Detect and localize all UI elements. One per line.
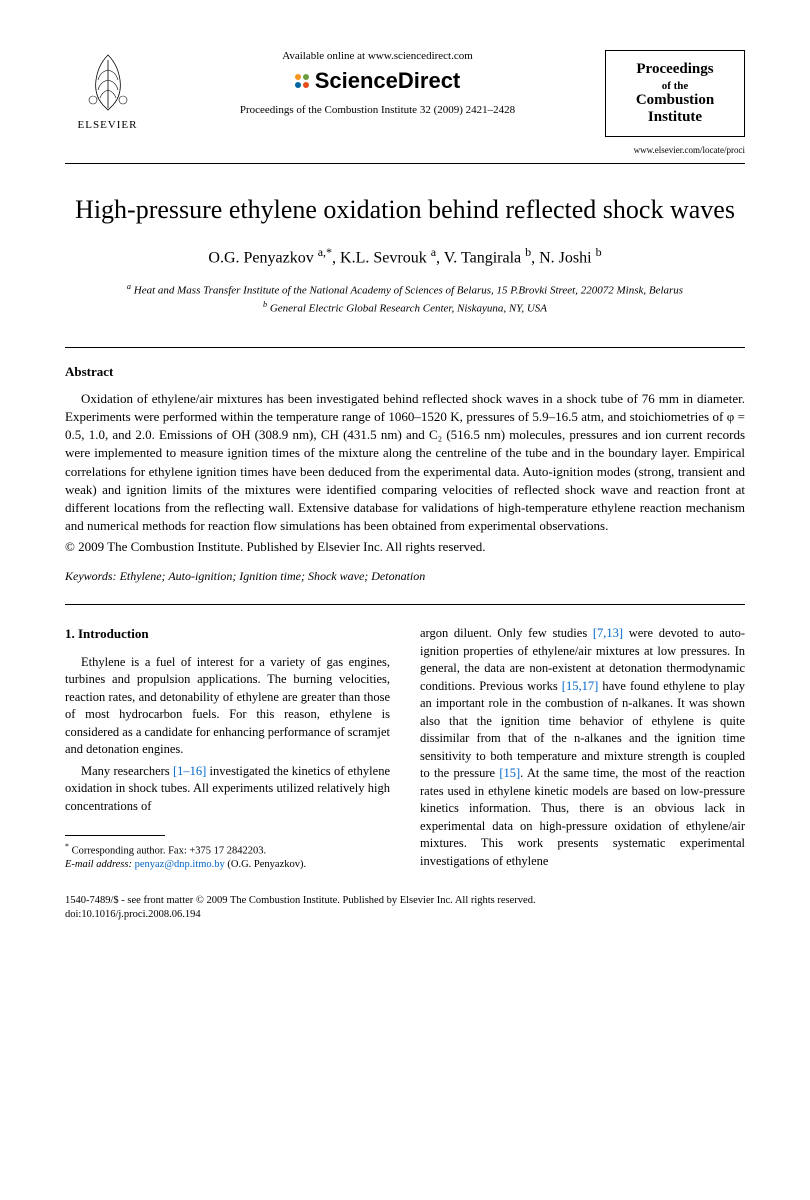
intro-p1: Ethylene is a fuel of interest for a var…	[65, 654, 390, 759]
journal-box-line4: Institute	[614, 109, 736, 126]
keywords-text: Ethylene; Auto-ignition; Ignition time; …	[120, 569, 426, 583]
affiliations: a Heat and Mass Transfer Institute of th…	[65, 281, 745, 317]
footnote-rule	[65, 835, 165, 836]
email-link[interactable]: penyaz@dnp.itmo.by	[135, 859, 225, 870]
affiliation-a: a Heat and Mass Transfer Institute of th…	[65, 281, 745, 299]
abstract-copyright: © 2009 The Combustion Institute. Publish…	[65, 539, 745, 555]
article-title: High-pressure ethylene oxidation behind …	[65, 194, 745, 227]
ref-link-1-16[interactable]: [1–16]	[173, 764, 206, 778]
abstract-heading: Abstract	[65, 364, 745, 380]
center-header: Available online at www.sciencedirect.co…	[150, 50, 605, 116]
corresponding-author: * Corresponding author. Fax: +375 17 284…	[65, 842, 390, 858]
header-rule	[65, 163, 745, 164]
journal-box-line1: Proceedings	[614, 61, 736, 78]
sciencedirect-text: ScienceDirect	[315, 68, 461, 94]
intro-heading: 1. Introduction	[65, 625, 390, 643]
elsevier-tree-icon	[78, 50, 138, 115]
ref-link-7-13[interactable]: [7,13]	[593, 626, 623, 640]
ref-link-15[interactable]: [15]	[499, 766, 520, 780]
elsevier-logo-block: ELSEVIER	[65, 50, 150, 131]
elsevier-label: ELSEVIER	[78, 119, 138, 131]
intro-p2: Many researchers [1–16] investigated the…	[65, 763, 390, 816]
abstract-section: Abstract Oxidation of ethylene/air mixtu…	[65, 364, 745, 556]
post-keywords-rule	[65, 604, 745, 605]
keywords-label: Keywords:	[65, 569, 117, 583]
abstract-text: Oxidation of ethylene/air mixtures has b…	[65, 390, 745, 536]
ref-link-15-17[interactable]: [15,17]	[562, 679, 598, 693]
journal-box: Proceedings of the Combustion Institute	[605, 50, 745, 137]
footer: 1540-7489/$ - see front matter © 2009 Th…	[65, 894, 745, 921]
body-columns: 1. Introduction Ethylene is a fuel of in…	[65, 625, 745, 874]
journal-url: www.elsevier.com/locate/proci	[605, 145, 745, 155]
journal-reference: Proceedings of the Combustion Institute …	[170, 104, 585, 116]
email-line: E-mail address: penyaz@dnp.itmo.by (O.G.…	[65, 858, 390, 872]
keywords: Keywords: Ethylene; Auto-ignition; Ignit…	[65, 569, 745, 584]
authors: O.G. Penyazkov a,*, K.L. Sevrouk a, V. T…	[65, 245, 745, 267]
affiliation-b: b General Electric Global Research Cente…	[65, 299, 745, 317]
pre-abstract-rule	[65, 347, 745, 348]
available-online-text: Available online at www.sciencedirect.co…	[170, 50, 585, 62]
footer-doi: doi:10.1016/j.proci.2008.06.194	[65, 908, 745, 922]
right-column: argon diluent. Only few studies [7,13] w…	[420, 625, 745, 874]
header-row: ELSEVIER Available online at www.science…	[65, 50, 745, 155]
footer-line1: 1540-7489/$ - see front matter © 2009 Th…	[65, 894, 745, 908]
journal-box-line3: Combustion	[614, 92, 736, 109]
sciencedirect-logo: ScienceDirect	[170, 68, 585, 94]
journal-box-line2: of the	[614, 80, 736, 92]
intro-col2: argon diluent. Only few studies [7,13] w…	[420, 625, 745, 870]
left-column: 1. Introduction Ethylene is a fuel of in…	[65, 625, 390, 874]
footnote: * Corresponding author. Fax: +375 17 284…	[65, 842, 390, 872]
sciencedirect-icon	[295, 74, 309, 88]
journal-box-wrapper: Proceedings of the Combustion Institute …	[605, 50, 745, 155]
